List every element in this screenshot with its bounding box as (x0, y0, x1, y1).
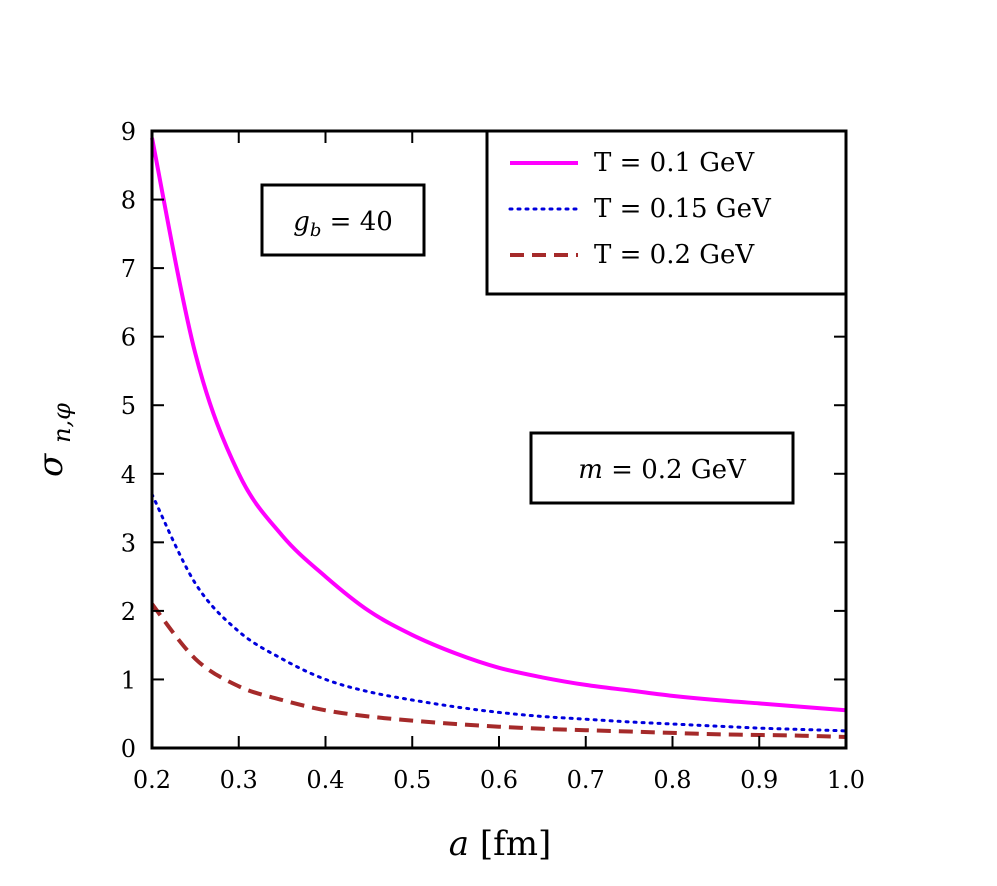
series-line-3 (150, 602, 847, 739)
x-tick-label: 0.5 (393, 766, 431, 794)
legend: T = 0.1 GeV T = 0.15 GeV T = 0.2 GeV (485, 129, 848, 296)
x-axis-symbol: a (449, 824, 469, 864)
legend-label-2: T = 0.15 GeV (594, 194, 772, 224)
series-line-1 (150, 137, 847, 713)
annotation-box-m (529, 431, 795, 505)
y-tick-label: 1 (121, 666, 136, 694)
y-tick-label: 6 (121, 324, 136, 352)
y-tick-label: 7 (121, 255, 136, 283)
x-tick-label: 0.9 (740, 766, 778, 794)
curves-layer (150, 137, 848, 739)
y-tick-label: 5 (121, 392, 136, 420)
tick-label-layer: 0.2 0.3 0.4 0.5 0.6 0.7 0.8 0.9 1.0 0 1 2 3 4 5 6 7 8 9 (121, 118, 865, 794)
annotation-m: m = 0.2 GeV (578, 455, 747, 485)
x-axis-label: a [fm] (449, 824, 551, 864)
legend-label-1: T = 0.1 GeV (594, 148, 755, 178)
y-tick-label: 0 (121, 735, 136, 763)
x-tick-label: 0.2 (133, 766, 171, 794)
x-tick-label: 0.8 (653, 766, 691, 794)
y-tick-label: 9 (121, 118, 136, 146)
y-tick-label: 8 (121, 187, 136, 215)
annotation-gb: gb = 40 (293, 207, 393, 241)
x-tick-label: 0.4 (306, 766, 344, 794)
annotation-box-gb (260, 183, 426, 257)
y-tick-label: 2 (121, 598, 136, 626)
series-line-2 (150, 492, 848, 733)
y-axis-symbol: σ (31, 453, 71, 477)
y-tick-label: 4 (121, 461, 136, 489)
y-axis-subscript: n,φ (48, 403, 76, 443)
x-tick-label: 0.6 (480, 766, 518, 794)
x-tick-label: 1.0 (827, 766, 865, 794)
y-tick-label: 3 (121, 529, 136, 557)
x-tick-label: 0.3 (220, 766, 258, 794)
legend-label-3: T = 0.2 GeV (594, 240, 755, 270)
y-axis-label: σ n,φ (31, 403, 76, 477)
x-axis-unit: [fm] (480, 824, 551, 864)
x-tick-label: 0.7 (567, 766, 605, 794)
legend-box (485, 129, 848, 296)
